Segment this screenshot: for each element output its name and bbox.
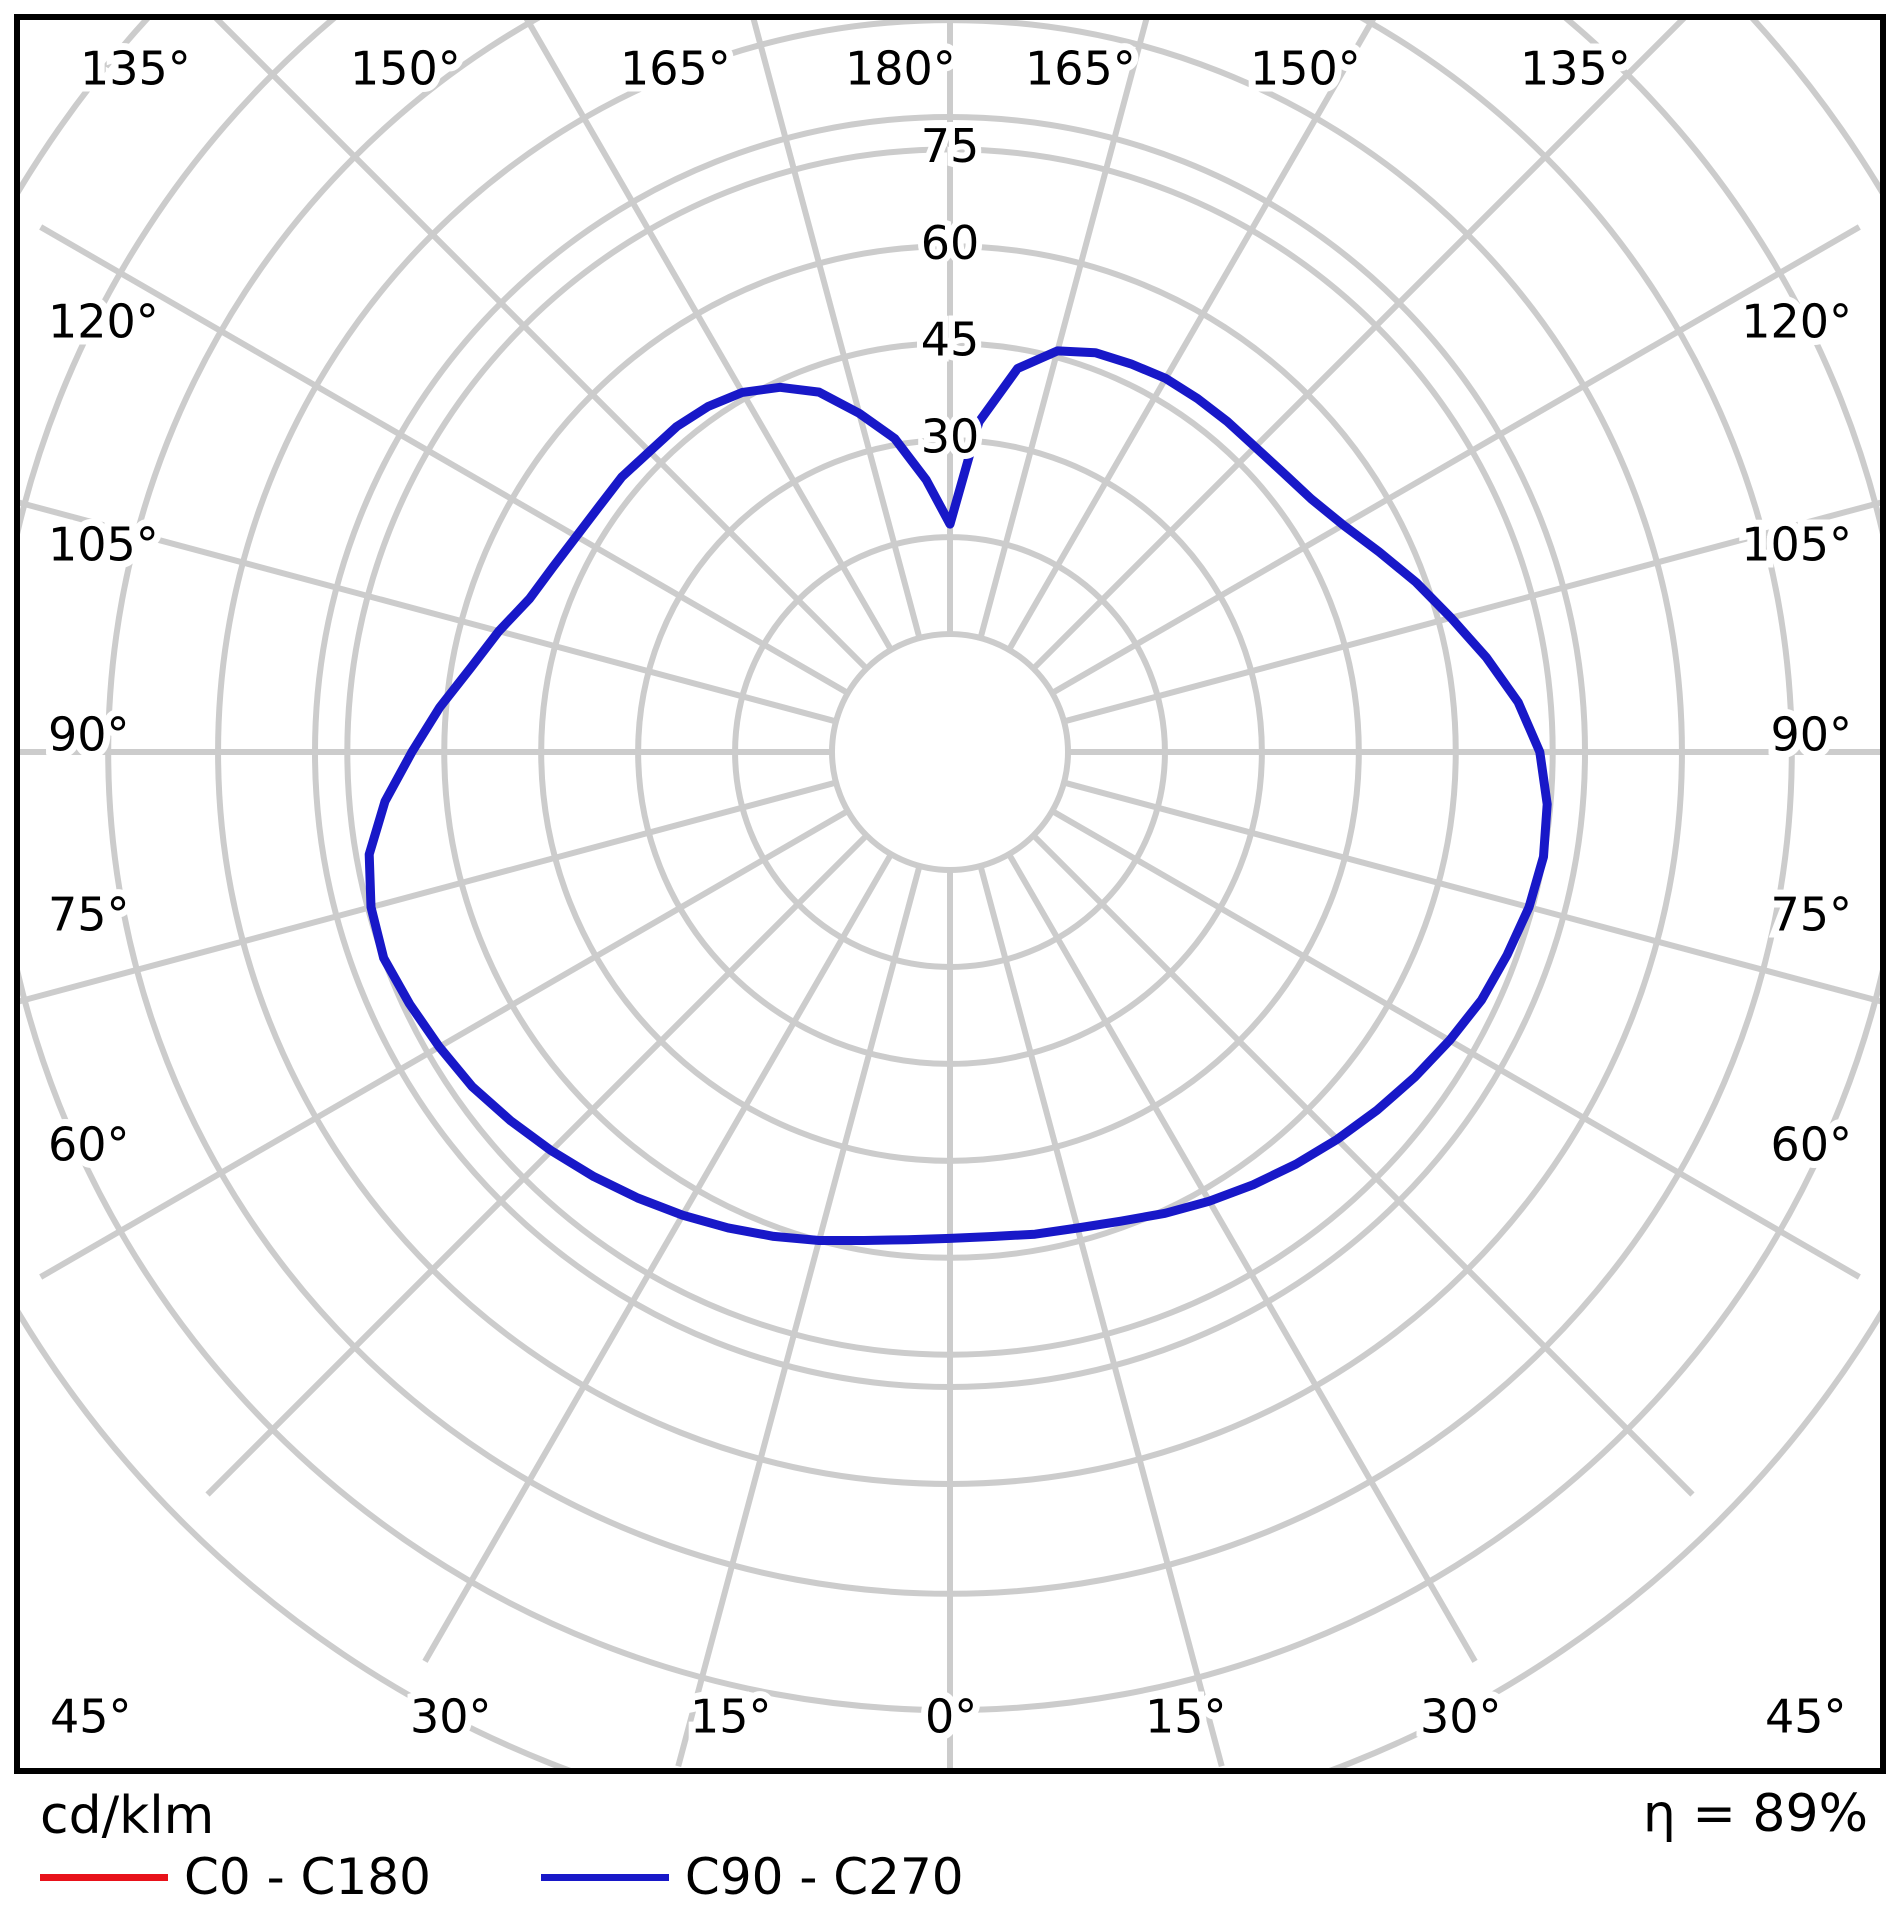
legend-label-c90-c270: C90 - C270: [684, 1848, 964, 1906]
radial-tick-label: 75: [921, 119, 980, 173]
angle-tick-label: 90°: [1770, 708, 1852, 762]
grid-spoke: [1050, 224, 1861, 696]
angle-tick-label: 165°: [1025, 42, 1136, 96]
angle-tick-label: 120°: [1741, 295, 1852, 349]
radial-tick-label: 30: [921, 410, 980, 464]
grid-spoke: [523, 20, 894, 652]
angle-tick-label: 150°: [1250, 42, 1361, 96]
grid-spoke: [20, 779, 837, 1005]
grid-ring-outer: [20, 20, 1880, 1713]
angle-tick-label: 120°: [48, 295, 159, 349]
legend-item-c0-c180[interactable]: C0 - C180: [40, 1852, 431, 1902]
grid-spoke: [422, 852, 894, 1663]
angle-tick-label: 45°: [1765, 1690, 1847, 1744]
grid-spoke: [1031, 833, 1695, 1497]
grid-ring-outer: [105, 20, 1795, 1597]
grid-spoke: [750, 20, 923, 639]
legend-item-c90-c270[interactable]: C90 - C270: [540, 1848, 964, 1906]
angle-tick-label: 15°: [1145, 1690, 1227, 1744]
chart-footer: cd/klm η = 89% C0 - C180 C90 - C270: [14, 1782, 1886, 1902]
legend: C0 - C180 C90 - C270: [40, 1852, 964, 1902]
angle-tick-label: 90°: [48, 708, 130, 762]
angle-tick-label: 75°: [1770, 888, 1852, 942]
angle-tick-label: 75°: [48, 888, 130, 942]
grid-spoke: [1063, 499, 1880, 725]
angle-tick-label: 180°: [845, 42, 956, 96]
angle-tick-label: 15°: [690, 1690, 772, 1744]
grid-spoke: [205, 833, 869, 1497]
angle-tick-label: 0°: [925, 1690, 977, 1744]
grid-hub: [829, 631, 1071, 873]
series-curve-c90-c270: [364, 346, 1552, 1245]
grid-spoke: [1050, 808, 1861, 1280]
angle-tick-label: 60°: [1770, 1118, 1852, 1172]
grid-ring-outer: [215, 20, 1685, 1487]
angle-tick-label: 165°: [620, 42, 731, 96]
legend-swatch-c0-c180: [40, 1873, 168, 1881]
radial-tick-label: 45: [921, 313, 980, 367]
polar-chart: 75 60 45 30 135° 150° 165° 180° 165° 150° 135° 45° 3…: [20, 20, 1880, 1768]
grid-spoke: [20, 499, 837, 725]
units-label: cd/klm: [40, 1786, 215, 1846]
efficiency-label: η = 89%: [1642, 1784, 1868, 1844]
grid-spoke: [39, 808, 850, 1280]
grid-spoke: [213, 20, 869, 671]
grid-spoke: [977, 865, 1225, 1767]
angle-tick-label: 105°: [48, 518, 159, 572]
grid-spoke: [1031, 20, 1687, 671]
legend-swatch-c90-c270: [540, 1873, 669, 1881]
grid-spoke: [39, 224, 850, 696]
grid-spoke: [1006, 20, 1377, 652]
legend-label-c0-c180: C0 - C180: [184, 1848, 431, 1906]
grid-spoke: [1063, 779, 1880, 1005]
angle-tick-label: 45°: [50, 1690, 132, 1744]
angle-tick-label: 105°: [1741, 518, 1852, 572]
angle-tick-label: 135°: [80, 42, 191, 96]
angle-tick-label: 60°: [48, 1118, 130, 1172]
grid-spoke: [977, 20, 1150, 639]
grid-spoke: [675, 865, 923, 1767]
grid-spoke: [1006, 852, 1478, 1663]
angle-tick-label: 150°: [350, 42, 461, 96]
angle-tick-label: 135°: [1520, 42, 1631, 96]
radial-tick-label: 60: [921, 216, 980, 270]
polar-plot-frame: 75 60 45 30 135° 150° 165° 180° 165° 150° 135° 45° 3…: [14, 14, 1886, 1774]
angle-tick-label: 30°: [410, 1690, 492, 1744]
angle-tick-label: 30°: [1420, 1690, 1502, 1744]
